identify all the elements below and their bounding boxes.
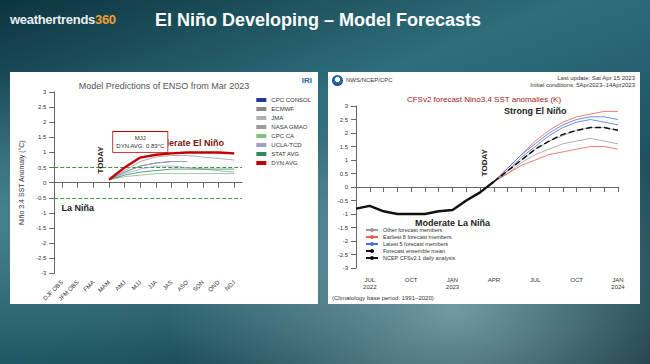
svg-text:OND: OND <box>207 279 221 293</box>
svg-text:2024: 2024 <box>611 284 625 290</box>
svg-text:OCT: OCT <box>570 277 583 283</box>
html-text:Last update: Sat Apr 15 2023: Last update: Sat Apr 15 2023 <box>557 75 635 81</box>
svg-text:Latest 5 forecast members: Latest 5 forecast members <box>383 241 448 247</box>
svg-text:1: 1 <box>345 157 349 163</box>
svg-text:-2.5: -2.5 <box>36 255 47 261</box>
svg-text:-2: -2 <box>343 238 349 244</box>
svg-text:STAT AVG: STAT AVG <box>271 151 299 157</box>
svg-text:NCEP CFSv2.1 daily analysis: NCEP CFSv2.1 daily analysis <box>383 255 456 261</box>
svg-text:APR: APR <box>488 277 501 283</box>
svg-text:0.5: 0.5 <box>38 165 47 171</box>
svg-text:-1.5: -1.5 <box>338 225 349 231</box>
svg-text:ECMWF: ECMWF <box>271 106 294 112</box>
html-text:weathertrends 360: weathertrends 360 <box>10 12 116 27</box>
svg-text:0: 0 <box>43 180 47 186</box>
svg-text:OCT: OCT <box>405 277 418 283</box>
svg-text:JUL: JUL <box>364 277 375 283</box>
svg-text:2: 2 <box>345 130 349 136</box>
svg-text:0.5: 0.5 <box>340 171 349 177</box>
svg-text:FMA: FMA <box>82 279 95 292</box>
svg-text:1.5: 1.5 <box>38 134 47 140</box>
svg-text:2022: 2022 <box>363 284 377 290</box>
svg-text:DJF OBS: DJF OBS <box>42 279 65 302</box>
svg-text:Other forecast members: Other forecast members <box>383 227 443 233</box>
svg-text:Niño 3.4 SST Anomaly (°C): Niño 3.4 SST Anomaly (°C) <box>18 140 26 225</box>
svg-text:Earliest 8 forecast members: Earliest 8 forecast members <box>383 234 452 240</box>
svg-text:TODAY: TODAY <box>480 148 489 176</box>
svg-text:DYN AVG: DYN AVG <box>271 160 298 166</box>
svg-text:IRI: IRI <box>302 76 312 85</box>
svg-text:-1: -1 <box>41 210 47 216</box>
svg-text:3: 3 <box>43 89 47 95</box>
svg-text:2: 2 <box>43 119 47 125</box>
svg-text:ASO: ASO <box>176 279 189 292</box>
svg-text:-0.5: -0.5 <box>338 198 349 204</box>
svg-text:-3: -3 <box>343 265 349 271</box>
svg-text:NASA GMAO: NASA GMAO <box>271 124 307 130</box>
svg-text:Moderate La Niña: Moderate La Niña <box>415 218 491 228</box>
svg-text:0: 0 <box>345 184 349 190</box>
svg-text:CPC CONSOL: CPC CONSOL <box>271 97 311 103</box>
svg-text:NDJ: NDJ <box>224 279 236 291</box>
svg-text:CFSv2 forecast Nino3.4 SST ano: CFSv2 forecast Nino3.4 SST anomalies (K) <box>407 95 561 104</box>
svg-text:1.5: 1.5 <box>340 144 349 150</box>
svg-text:2.5: 2.5 <box>340 117 349 123</box>
svg-text:JAN: JAN <box>612 277 623 283</box>
svg-text:Moderate El Niño: Moderate El Niño <box>150 138 224 149</box>
svg-text:-1.5: -1.5 <box>36 225 47 231</box>
svg-text:AMJ: AMJ <box>114 279 127 292</box>
svg-text:JMA: JMA <box>271 115 283 121</box>
svg-text:MAM: MAM <box>97 279 111 293</box>
svg-text:DYN AVG: 0.83°C: DYN AVG: 0.83°C <box>116 143 165 149</box>
svg-text:JAS: JAS <box>162 279 174 291</box>
svg-text:3: 3 <box>345 103 349 109</box>
svg-text:-3: -3 <box>41 270 47 276</box>
svg-text:JJA: JJA <box>147 279 158 290</box>
svg-text:-0.5: -0.5 <box>36 195 47 201</box>
svg-text:CPC CA: CPC CA <box>271 133 294 139</box>
svg-text:MJJ: MJJ <box>135 135 146 141</box>
svg-text:Strong El Niño: Strong El Niño <box>504 106 567 116</box>
svg-text:MJJ: MJJ <box>130 279 142 291</box>
svg-text:2.5: 2.5 <box>38 104 47 110</box>
html-text:El Niño Developing – Model For: El Niño Developing – Model Forecasts <box>155 10 482 30</box>
svg-text:JFM OBS: JFM OBS <box>57 279 80 302</box>
html-text:Initial conditions: 5Apr2023–1: Initial conditions: 5Apr2023–14Apr2023 <box>530 82 635 88</box>
svg-text:TODAY: TODAY <box>96 146 105 174</box>
svg-text:Model Predictions of ENSO from: Model Predictions of ENSO from Mar 2023 <box>79 81 250 91</box>
svg-text:-2.5: -2.5 <box>338 252 349 258</box>
svg-text:JUL: JUL <box>530 277 541 283</box>
svg-text:JAN: JAN <box>447 277 458 283</box>
svg-text:UCLA-TCD: UCLA-TCD <box>271 142 302 148</box>
svg-text:-1: -1 <box>343 211 349 217</box>
svg-text:SON: SON <box>192 279 205 292</box>
svg-text:(Climatology base period: 1991: (Climatology base period: 1991–2020) <box>332 295 434 301</box>
svg-text:Forecast ensemble mean: Forecast ensemble mean <box>383 248 445 254</box>
html-text:NWS/NCEP/CPC: NWS/NCEP/CPC <box>346 77 393 83</box>
svg-text:1: 1 <box>43 149 47 155</box>
svg-text:La Niña: La Niña <box>61 203 95 213</box>
svg-text:2023: 2023 <box>446 284 460 290</box>
svg-text:-2: -2 <box>41 240 47 246</box>
